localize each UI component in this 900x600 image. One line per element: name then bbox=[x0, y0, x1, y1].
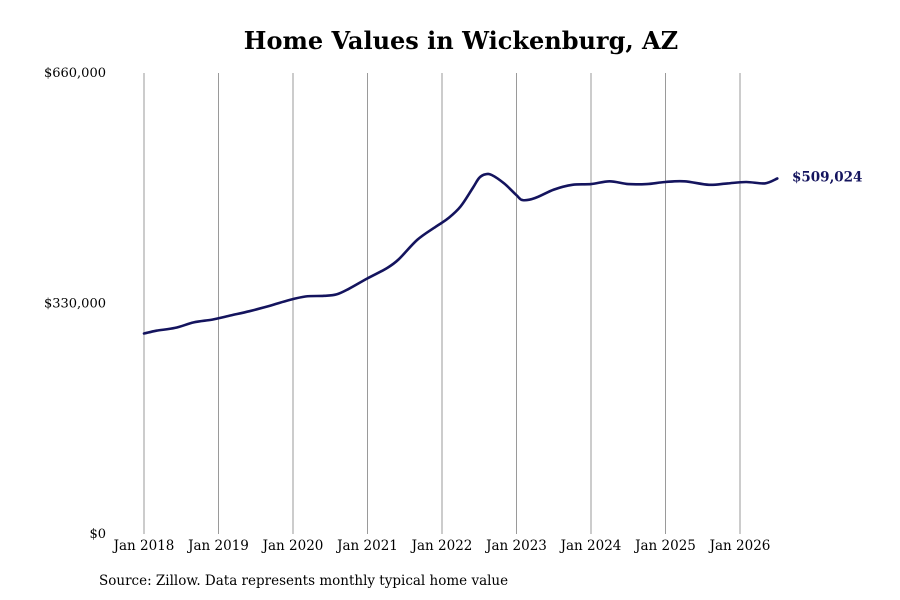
chart-title: Home Values in Wickenburg, AZ bbox=[243, 26, 679, 55]
x-tick-label: Jan 2018 bbox=[112, 538, 175, 554]
latest-value-label: $509,024 bbox=[792, 169, 862, 185]
x-tick-label: Jan 2026 bbox=[708, 538, 771, 554]
y-tick-label: $330,000 bbox=[44, 297, 106, 312]
home-value-line bbox=[142, 172, 779, 335]
x-tick-label: Jan 2020 bbox=[261, 538, 324, 554]
y-axis-tick-labels: $0 $330,000 $660,000 bbox=[44, 66, 106, 542]
x-axis-tick-labels: Jan 2018 Jan 2019 Jan 2020 Jan 2021 Jan 2022… bbox=[112, 538, 771, 554]
x-tick-label: Jan 2024 bbox=[559, 538, 622, 554]
y-tick-label: $660,000 bbox=[44, 66, 106, 81]
vertical-gridlines bbox=[143, 73, 741, 534]
y-tick-label: $0 bbox=[89, 527, 106, 542]
x-tick-label: Jan 2019 bbox=[186, 538, 249, 554]
x-tick-label: Jan 2023 bbox=[484, 538, 547, 554]
source-note: Source: Zillow. Data represents monthly … bbox=[99, 573, 509, 589]
x-tick-label: Jan 2022 bbox=[410, 538, 473, 554]
x-tick-label: Jan 2021 bbox=[335, 538, 398, 554]
x-tick-label: Jan 2025 bbox=[633, 538, 696, 554]
